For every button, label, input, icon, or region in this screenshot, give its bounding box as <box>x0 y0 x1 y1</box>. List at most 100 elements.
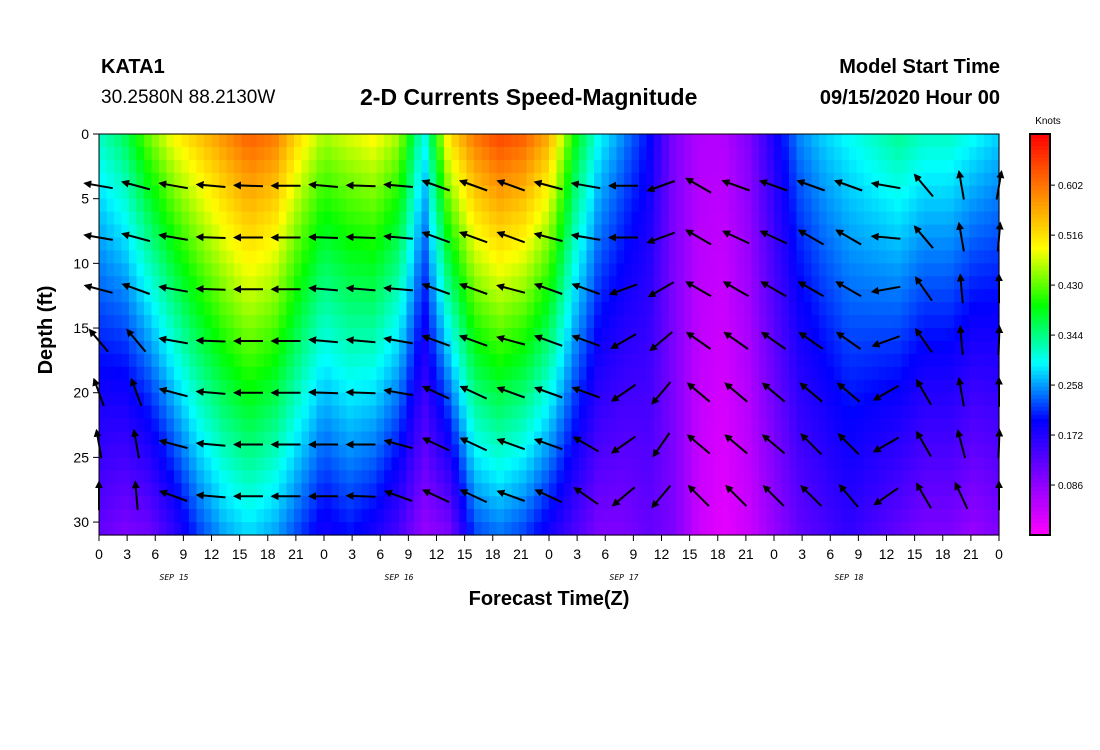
heatmap-cell <box>811 302 820 316</box>
x-tick-label: 21 <box>963 546 979 562</box>
heatmap-cell <box>871 159 880 174</box>
heatmap-cell <box>706 263 715 277</box>
heatmap-cell <box>759 250 768 264</box>
heatmap-cell <box>976 444 985 458</box>
heatmap-cell <box>316 496 325 510</box>
heatmap-cell <box>894 496 903 510</box>
heatmap-cell <box>804 340 813 355</box>
heatmap-cell <box>489 457 498 471</box>
heatmap-cell <box>204 185 213 200</box>
heatmap-cell <box>969 444 978 458</box>
heatmap-cell <box>961 237 970 252</box>
heatmap-cell <box>751 289 760 303</box>
colorbar-segment <box>1030 306 1050 312</box>
heatmap-cell <box>774 444 783 458</box>
heatmap-cell <box>594 134 603 148</box>
heatmap-cell <box>571 392 580 407</box>
heatmap-cell <box>474 379 483 394</box>
heatmap-cell <box>129 353 138 368</box>
heatmap-cell <box>669 457 678 471</box>
heatmap-cell <box>961 224 970 239</box>
heatmap-cell <box>534 379 543 394</box>
heatmap-cell <box>826 302 835 316</box>
heatmap-cell <box>174 509 183 523</box>
heatmap-cell <box>706 457 715 471</box>
current-arrow <box>345 388 376 397</box>
heatmap-cell <box>99 134 108 148</box>
heatmap-cell <box>699 211 708 226</box>
heatmap-cell <box>309 379 318 394</box>
heatmap-cell <box>196 496 205 510</box>
heatmap-cell <box>504 224 513 239</box>
heatmap-cell <box>99 263 108 277</box>
colorbar-segment <box>1030 338 1050 344</box>
heatmap-cell <box>301 405 310 420</box>
heatmap-cell <box>849 496 858 510</box>
heatmap-cell <box>781 522 790 536</box>
heatmap-cell <box>144 185 153 200</box>
heatmap-cell <box>894 224 903 239</box>
heatmap-cell <box>729 431 738 446</box>
heatmap-cell <box>204 159 213 174</box>
current-arrow <box>421 437 450 452</box>
heatmap-cell <box>391 509 400 523</box>
heatmap-cell <box>721 315 730 329</box>
heatmap-cell <box>271 444 280 458</box>
heatmap-cell <box>804 211 813 226</box>
heatmap-cell <box>114 483 123 497</box>
heatmap-cell <box>384 418 393 433</box>
heatmap-cell <box>511 444 520 458</box>
heatmap-cell <box>249 315 258 329</box>
heatmap-cell <box>519 185 528 200</box>
heatmap-cell <box>916 353 925 368</box>
heatmap-cell <box>144 172 153 187</box>
heatmap-cell <box>406 340 415 355</box>
heatmap-cell <box>511 211 520 226</box>
heatmap-cell <box>481 483 490 497</box>
heatmap-cell <box>624 496 633 510</box>
heatmap-cell <box>361 159 370 174</box>
heatmap-cell <box>849 509 858 523</box>
current-arrow <box>233 181 264 190</box>
current-arrow <box>833 179 863 192</box>
heatmap-cell <box>834 418 843 433</box>
heatmap-cell <box>264 392 273 407</box>
heatmap-cell <box>646 302 655 316</box>
heatmap-cell <box>189 509 198 523</box>
heatmap-cell <box>676 263 685 277</box>
heatmap-cell <box>474 444 483 458</box>
heatmap-cell <box>444 159 453 174</box>
heatmap-cell <box>339 509 348 523</box>
heatmap-cell <box>759 483 768 497</box>
heatmap-cell <box>429 134 438 148</box>
heatmap-cell <box>826 250 835 264</box>
heatmap-cell <box>504 392 513 407</box>
heatmap-cell <box>406 366 415 381</box>
heatmap-cell <box>901 159 910 174</box>
heatmap-cell <box>369 392 378 407</box>
heatmap-cell <box>931 522 940 536</box>
heatmap-cell <box>946 328 955 342</box>
heatmap-cell <box>766 392 775 407</box>
heatmap-cell <box>166 134 175 148</box>
heatmap-cell <box>136 289 145 303</box>
heatmap-cell <box>466 379 475 394</box>
heatmap-cell <box>196 509 205 523</box>
heatmap-cell <box>369 289 378 303</box>
heatmap-cell <box>669 444 678 458</box>
heatmap-cell <box>609 418 618 433</box>
heatmap-cell <box>151 483 160 497</box>
heatmap-cell <box>271 276 280 290</box>
heatmap-cell <box>751 134 760 148</box>
heatmap-cell <box>144 509 153 523</box>
heatmap-cell <box>376 250 385 264</box>
heatmap-cell <box>789 483 798 497</box>
heatmap-cell <box>451 185 460 200</box>
heatmap-cell <box>534 198 543 213</box>
heatmap-cell <box>744 159 753 174</box>
heatmap-cell <box>931 340 940 355</box>
heatmap-cell <box>361 315 370 329</box>
heatmap-cell <box>406 237 415 252</box>
current-arrow <box>647 281 675 298</box>
x-tick-label: 12 <box>654 546 670 562</box>
